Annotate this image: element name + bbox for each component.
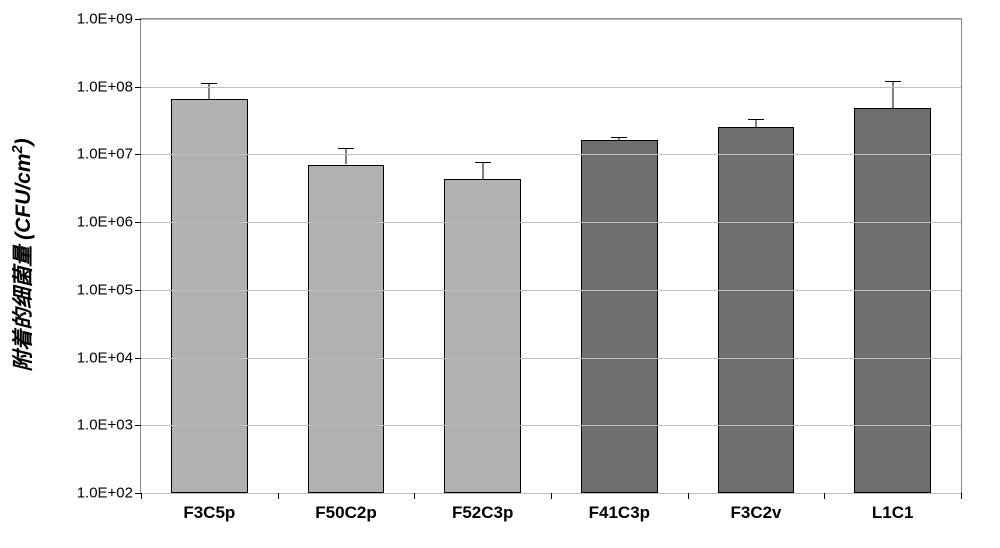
gridline [141, 19, 961, 20]
x-tick-label: F3C2v [730, 493, 781, 523]
bacteria-bar-chart: 附着的细菌量 (CFU/cm2) 1.0E+021.0E+031.0E+041.… [0, 0, 1000, 548]
bar [308, 165, 385, 493]
x-tick-mark [278, 493, 279, 499]
error-cap [885, 81, 901, 82]
error-bar [346, 148, 347, 165]
y-tick-label: 1.0E+03 [77, 417, 141, 434]
x-tick-mark [141, 493, 142, 499]
y-tick-label: 1.0E+09 [77, 11, 141, 28]
y-tick-label: 1.0E+05 [77, 281, 141, 298]
gridline [141, 290, 961, 291]
x-tick-label: F52C3p [452, 493, 513, 523]
x-tick-label: F3C5p [183, 493, 235, 523]
y-tick-label: 1.0E+06 [77, 214, 141, 231]
error-cap [611, 137, 627, 138]
y-tick-label: 1.0E+02 [77, 485, 141, 502]
error-cap [475, 162, 491, 163]
x-tick-label: L1C1 [872, 493, 914, 523]
error-bar [756, 119, 757, 127]
error-cap [338, 148, 354, 149]
bar [581, 140, 658, 493]
x-tick-mark [688, 493, 689, 499]
gridline [141, 87, 961, 88]
x-tick-mark [824, 493, 825, 499]
y-tick-label: 1.0E+08 [77, 78, 141, 95]
gridline [141, 222, 961, 223]
error-bar [892, 81, 893, 108]
bar [718, 127, 795, 493]
error-bar [209, 83, 210, 100]
x-tick-label: F41C3p [589, 493, 650, 523]
gridline [141, 358, 961, 359]
gridline [141, 154, 961, 155]
x-tick-mark [961, 493, 962, 499]
y-tick-label: 1.0E+07 [77, 146, 141, 163]
plot-area: 1.0E+021.0E+031.0E+041.0E+051.0E+061.0E+… [140, 18, 962, 494]
error-bar [482, 162, 483, 179]
gridline [141, 425, 961, 426]
bar [171, 99, 248, 493]
x-tick-mark [414, 493, 415, 499]
error-cap [201, 83, 217, 84]
error-cap [748, 119, 764, 120]
y-tick-label: 1.0E+04 [77, 349, 141, 366]
x-tick-mark [551, 493, 552, 499]
bars-layer [141, 19, 961, 493]
bar [444, 179, 521, 493]
x-tick-label: F50C2p [315, 493, 376, 523]
bar [854, 108, 931, 493]
y-axis-label: 附着的细菌量 (CFU/cm2) [7, 138, 37, 371]
